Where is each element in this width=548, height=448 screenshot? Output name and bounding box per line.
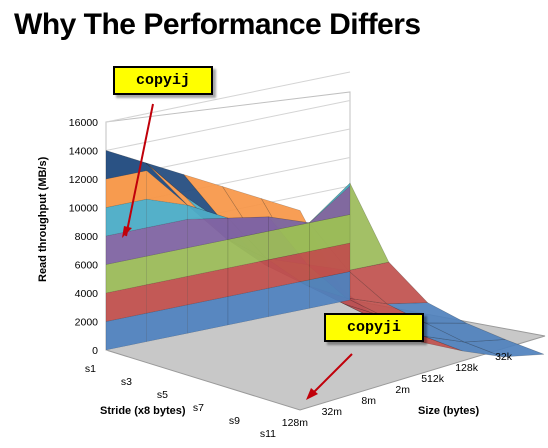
surface-cell (425, 322, 506, 343)
stride-tick-label: s1 (85, 363, 96, 375)
callout-copyij: copyij (113, 66, 213, 95)
surface-side-band (187, 204, 229, 220)
surface-side-band (146, 162, 188, 206)
size-tick-label: 512k (421, 373, 445, 385)
surface (105, 150, 545, 358)
stride-tick-label: s11 (260, 428, 276, 440)
size-tick-label: 128m (282, 417, 309, 429)
gridline (105, 71, 351, 123)
size-tick-label: 8m (361, 395, 376, 407)
z-tick-label: 0 (92, 345, 98, 357)
size-axis-title: Size (bytes) (418, 405, 479, 417)
z-tick-label: 4000 (75, 288, 99, 300)
stride-tick-label: s9 (229, 415, 240, 427)
callout-arrows (122, 103, 353, 400)
slide-title: Why The Performance Differs (14, 8, 421, 41)
z-axis-ticks: 0 2000 4000 6000 8000 10000 12000 14000 16000 (69, 117, 98, 357)
z-tick-label: 8000 (75, 231, 99, 243)
surface-side-band (309, 182, 351, 224)
stride-tick-label: s3 (121, 376, 132, 388)
stride-tick-label: s7 (193, 402, 204, 414)
arrow-copyij (125, 103, 154, 237)
z-tick-label: 14000 (69, 146, 98, 158)
arrowhead-copyji (306, 388, 318, 400)
y-axis-title: Read throughput (MB/s) (37, 156, 49, 282)
arrowhead-copyij (122, 226, 132, 238)
callout-copyji: copyji (324, 313, 424, 342)
size-tick-label: 128k (455, 362, 479, 374)
size-tick-label: 32k (495, 351, 513, 363)
size-axis-ticks: 32k 128k 512k 2m 8m 32m 128m (282, 351, 513, 429)
z-tick-label: 12000 (69, 174, 98, 186)
surface-side-band (268, 216, 310, 232)
z-tick-label: 6000 (75, 260, 99, 272)
size-tick-label: 2m (395, 384, 410, 396)
arrow-copyji (309, 353, 353, 397)
stride-axis-title: Stride (x8 bytes) (100, 405, 186, 417)
stride-tick-label: s5 (157, 389, 168, 401)
stride-axis-ticks: s1 s3 s5 s7 s9 s11 (85, 363, 276, 440)
surface-side-band (308, 185, 351, 224)
z-tick-label: 10000 (69, 203, 98, 215)
size-tick-label: 32m (322, 406, 343, 418)
gridline (105, 100, 351, 151)
z-tick-label: 2000 (75, 317, 99, 329)
z-tick-label: 16000 (69, 117, 98, 129)
